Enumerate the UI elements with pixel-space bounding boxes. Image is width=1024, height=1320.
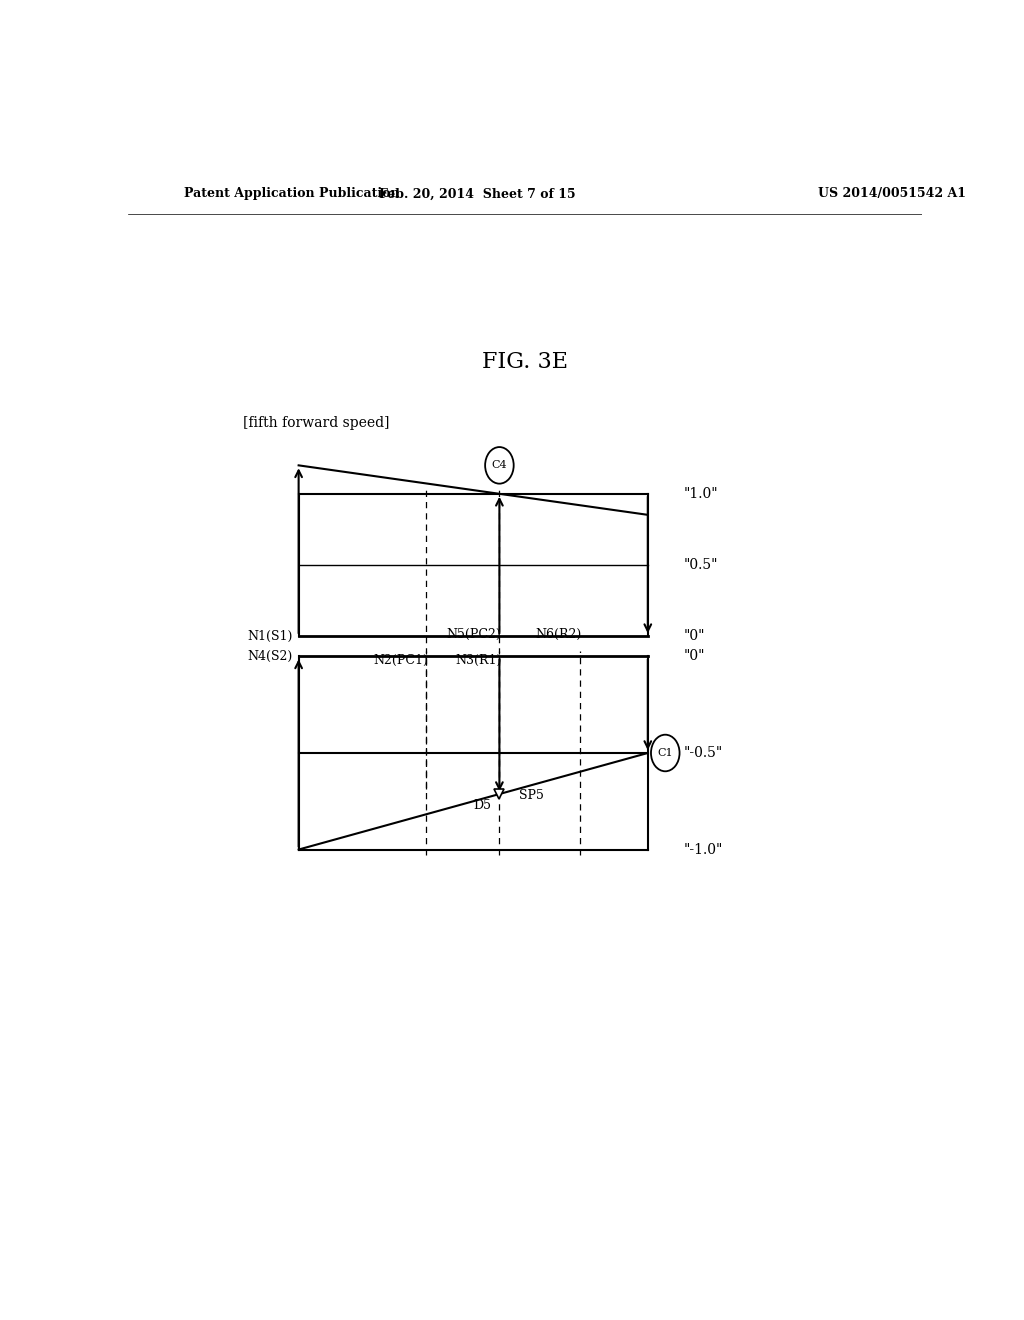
Text: "0": "0" [684,630,705,643]
Text: N1(S1): N1(S1) [247,630,292,643]
Text: "-1.0": "-1.0" [684,842,723,857]
Text: SP5: SP5 [519,789,544,803]
Text: N3(R1): N3(R1) [456,655,502,668]
Text: [fifth forward speed]: [fifth forward speed] [243,416,389,430]
Text: Feb. 20, 2014  Sheet 7 of 15: Feb. 20, 2014 Sheet 7 of 15 [379,187,575,201]
Text: "1.0": "1.0" [684,487,718,500]
Text: C1: C1 [657,748,673,758]
Text: Patent Application Publication: Patent Application Publication [183,187,399,201]
Text: "0": "0" [684,649,705,664]
Text: "-0.5": "-0.5" [684,746,723,760]
Text: "0.5": "0.5" [684,558,718,572]
Text: N4(S2): N4(S2) [247,649,292,663]
Text: N5(PC2): N5(PC2) [446,628,501,642]
Text: N6(R2): N6(R2) [536,628,582,642]
Text: D5: D5 [473,799,492,812]
Text: US 2014/0051542 A1: US 2014/0051542 A1 [818,187,967,201]
Text: FIG. 3E: FIG. 3E [482,351,567,372]
Text: N2(PC1): N2(PC1) [373,655,428,668]
Text: C4: C4 [492,461,507,470]
